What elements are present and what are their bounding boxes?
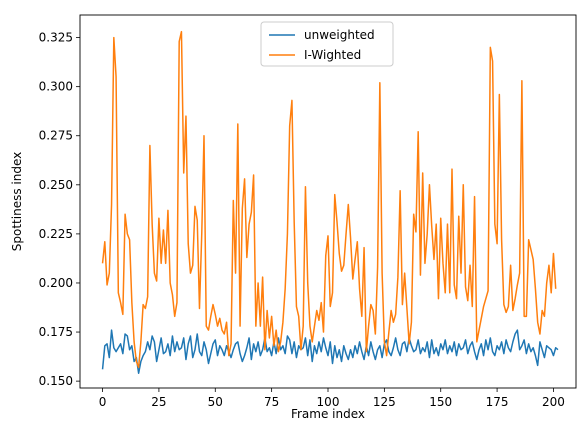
y-tick-label: 0.225 — [39, 227, 73, 241]
x-tick-label: 0 — [99, 395, 107, 409]
y-axis-label: Spottiness index — [10, 152, 24, 251]
x-tick-label: 50 — [208, 395, 223, 409]
x-tick-label: 75 — [264, 395, 279, 409]
y-tick-label: 0.300 — [39, 80, 73, 94]
x-tick-label: 175 — [486, 395, 509, 409]
x-tick-label: 200 — [542, 395, 565, 409]
x-axis-label: Frame index — [291, 407, 365, 421]
y-tick-label: 0.200 — [39, 276, 73, 290]
legend-label-0: unweighted — [304, 28, 375, 42]
y-tick-label: 0.175 — [39, 325, 73, 339]
plot-frame — [79, 14, 577, 389]
y-axis-ticks: 0.150 0.175 0.200 0.225 0.250 0.275 0.300 0.325 — [39, 31, 80, 388]
legend: unweighted I-Wighted — [260, 21, 394, 67]
series-line-1 — [101, 30, 557, 369]
y-tick-label: 0.150 — [39, 374, 73, 388]
x-axis-ticks: 0 25 50 75 100 125 150 175 200 — [99, 388, 565, 409]
y-tick-label: 0.325 — [39, 31, 73, 45]
series-line-0 — [101, 329, 559, 375]
legend-label-1: I-Wighted — [304, 48, 361, 62]
series-layer — [101, 30, 559, 375]
x-tick-label: 125 — [373, 395, 396, 409]
x-tick-label: 100 — [317, 395, 340, 409]
x-tick-label: 150 — [429, 395, 452, 409]
x-tick-label: 25 — [151, 395, 166, 409]
y-tick-label: 0.250 — [39, 178, 73, 192]
y-tick-label: 0.275 — [39, 129, 73, 143]
